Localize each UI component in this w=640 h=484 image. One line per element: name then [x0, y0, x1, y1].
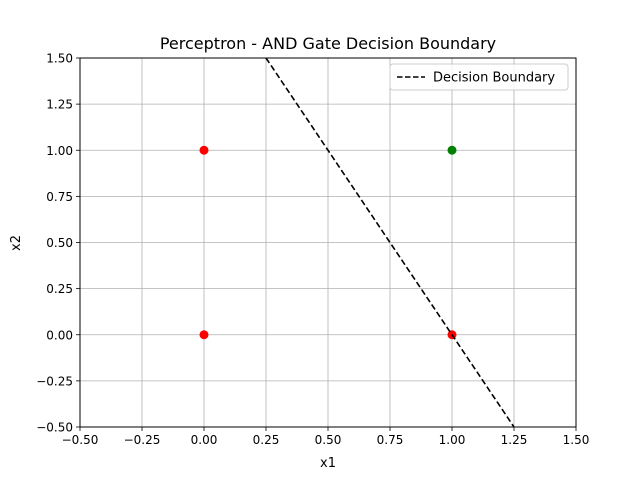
y-tick-label: −0.50: [36, 421, 73, 435]
x-tick-label: −0.50: [62, 433, 99, 447]
data-point: [199, 330, 209, 340]
chart-title: Perceptron - AND Gate Decision Boundary: [160, 34, 496, 53]
data-point: [199, 145, 209, 155]
data-layer: [199, 58, 515, 427]
x-tick-label: 1.00: [439, 433, 466, 447]
x-tick-label: 0.50: [315, 433, 342, 447]
x-tick-label: 0.25: [253, 433, 280, 447]
grid-lines: [79, 57, 577, 428]
x-tick-label: 1.25: [501, 433, 528, 447]
axis-ticks: −0.50 −0.25 0.00 0.25 0.50 0.75 1.00 1.25 1.50 −0…: [36, 52, 589, 448]
y-tick-label: 0.50: [46, 236, 73, 250]
y-tick-label: 0.25: [46, 282, 73, 296]
x-tick-label: 1.50: [563, 433, 590, 447]
y-tick-label: 1.25: [46, 98, 73, 112]
legend: Decision Boundary: [389, 63, 569, 91]
x-axis-label: x1: [320, 456, 336, 471]
data-point: [447, 145, 457, 155]
y-tick-label: −0.25: [36, 374, 73, 388]
x-tick-label: 0.00: [191, 433, 218, 447]
x-tick-label: 0.75: [377, 433, 404, 447]
y-tick-label: 1.50: [46, 52, 73, 66]
x-tick-label: −0.25: [124, 433, 161, 447]
y-tick-label: 0.00: [46, 328, 73, 342]
y-axis-label: x2: [9, 235, 24, 251]
y-tick-label: 0.75: [46, 190, 73, 204]
legend-label: Decision Boundary: [433, 71, 555, 86]
decision-boundary-line: [265, 58, 515, 427]
y-tick-label: 1.00: [46, 144, 73, 158]
legend-box: [389, 63, 569, 91]
